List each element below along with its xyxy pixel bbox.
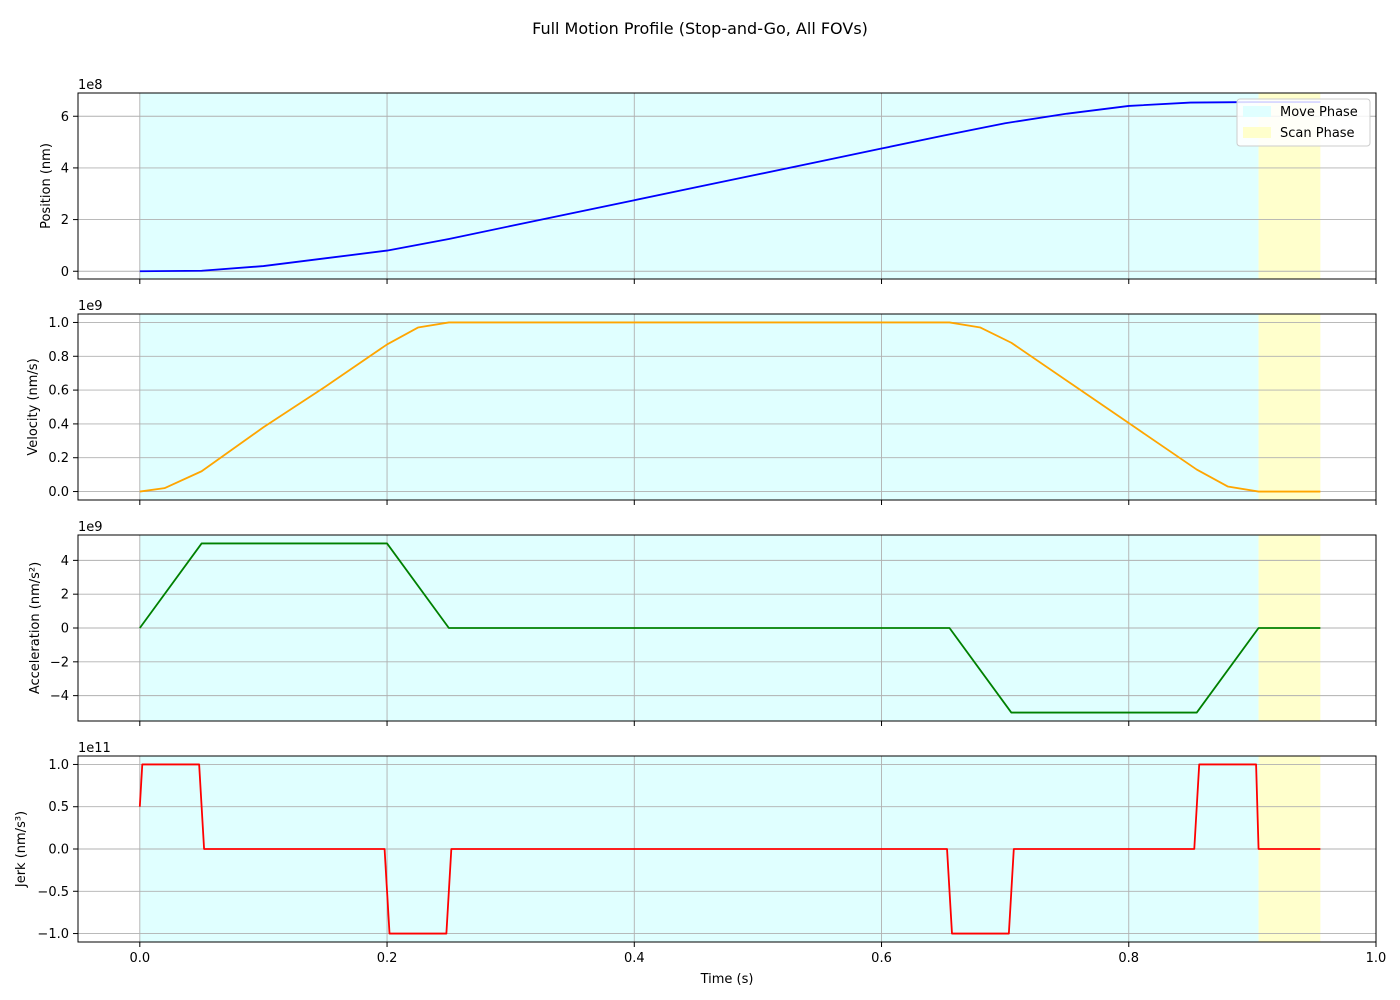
axes-frame bbox=[77, 92, 1377, 280]
y-tick-label: −2 bbox=[50, 655, 69, 670]
y-tick-label: −0.5 bbox=[37, 885, 69, 900]
series-line bbox=[139, 321, 1321, 493]
x-tick-label: 0.0 bbox=[129, 951, 150, 966]
subplot-panels: 0 2 4 6 1e8 Position (nm) 0.0 0.2 0.4 0.6 0.8 1.0 1e… bbox=[14, 78, 1386, 966]
y-axis-label: Velocity (nm/s) bbox=[26, 358, 41, 455]
y-tick-label: −4 bbox=[50, 689, 69, 704]
y-tick-label: 4 bbox=[61, 554, 69, 569]
legend: Move Phase Scan Phase bbox=[1236, 98, 1371, 147]
series-line bbox=[138, 763, 1321, 935]
y-tick-label: 2 bbox=[61, 213, 69, 228]
scan-phase-band bbox=[1258, 314, 1321, 500]
y-offset-label: 1e9 bbox=[78, 520, 103, 535]
y-tick-label: 4 bbox=[61, 161, 69, 176]
y-tick-label: 0.0 bbox=[48, 485, 69, 500]
legend-swatch bbox=[1243, 127, 1271, 138]
y-tick-label: 1.0 bbox=[48, 758, 69, 773]
y-tick-label: 0 bbox=[61, 622, 69, 637]
series-line bbox=[139, 542, 1321, 714]
figure-title: Full Motion Profile (Stop-and-Go, All FO… bbox=[532, 19, 868, 38]
y-offset-label: 1e9 bbox=[78, 299, 103, 314]
y-axis-label: Jerk (nm/s³) bbox=[14, 811, 29, 888]
legend-swatch bbox=[1243, 106, 1271, 117]
y-tick-label: 0.8 bbox=[48, 350, 69, 365]
x-tick-label: 0.2 bbox=[377, 951, 398, 966]
x-tick-label: 0.6 bbox=[871, 951, 892, 966]
y-tick-label: 6 bbox=[61, 110, 69, 125]
axes-frame bbox=[77, 313, 1377, 501]
legend-label: Scan Phase bbox=[1280, 126, 1355, 141]
subplot-4: −1.0 −0.5 0.0 0.5 1.0 1e11 Jerk (nm/s³) 0.0 0.2 0… bbox=[14, 741, 1386, 966]
x-tick-label: 0.8 bbox=[1118, 951, 1139, 966]
y-tick-label: 2 bbox=[61, 588, 69, 603]
y-tick-label: −1.0 bbox=[37, 927, 69, 942]
y-offset-label: 1e8 bbox=[78, 78, 103, 93]
subplot-1: 0 2 4 6 1e8 Position (nm) bbox=[39, 78, 1377, 284]
y-tick-label: 0.6 bbox=[48, 384, 69, 399]
y-tick-label: 0 bbox=[61, 265, 69, 280]
x-axis-label: Time (s) bbox=[700, 972, 754, 987]
y-offset-label: 1e11 bbox=[78, 741, 111, 756]
series-line bbox=[139, 101, 1321, 273]
y-tick-label: 0.4 bbox=[48, 417, 69, 432]
legend-label: Move Phase bbox=[1280, 105, 1358, 120]
subplot-2: 0.0 0.2 0.4 0.6 0.8 1.0 1e9 Velocity (nm/s) bbox=[26, 299, 1377, 505]
y-tick-label: 1.0 bbox=[48, 316, 69, 331]
y-tick-label: 0.0 bbox=[48, 843, 69, 858]
x-tick-label: 1.0 bbox=[1366, 951, 1387, 966]
y-axis-label: Position (nm) bbox=[39, 143, 54, 229]
subplot-3: −4 −2 0 2 4 1e9 Acceleration (nm/s²) bbox=[28, 520, 1377, 726]
move-phase-band bbox=[139, 314, 1259, 500]
y-tick-label: 0.5 bbox=[48, 800, 69, 815]
x-tick-label: 0.4 bbox=[624, 951, 645, 966]
y-axis-label: Acceleration (nm/s²) bbox=[28, 562, 43, 694]
y-tick-label: 0.2 bbox=[48, 451, 69, 466]
